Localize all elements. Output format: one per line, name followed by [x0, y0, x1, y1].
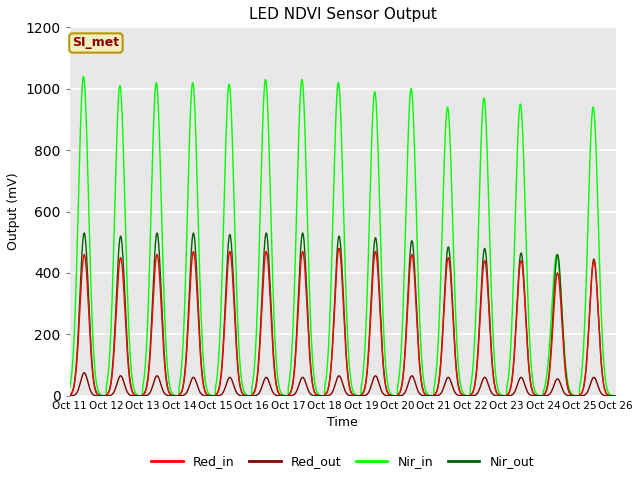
Red_out: [348, 393, 356, 398]
Red_out: [237, 393, 244, 398]
Red_in: [66, 392, 74, 398]
Red_out: [573, 393, 580, 398]
Nir_in: [152, 84, 159, 90]
Nir_out: [81, 230, 88, 236]
Red_in: [151, 264, 159, 270]
Red_in: [335, 246, 343, 252]
Red_out: [575, 393, 583, 398]
Red_in: [573, 393, 580, 398]
Nir_in: [575, 393, 583, 398]
Nir_in: [573, 393, 580, 398]
Nir_in: [80, 73, 88, 79]
Nir_out: [348, 391, 356, 397]
Title: LED NDVI Sensor Output: LED NDVI Sensor Output: [249, 7, 436, 22]
Red_out: [152, 375, 159, 381]
Nir_in: [237, 369, 244, 375]
Red_in: [575, 393, 583, 398]
Red_out: [81, 370, 88, 376]
Line: Nir_in: Nir_in: [70, 76, 616, 396]
Red_out: [66, 393, 74, 398]
Y-axis label: Output (mV): Output (mV): [7, 173, 20, 251]
Red_in: [243, 393, 251, 398]
Line: Red_in: Red_in: [70, 249, 616, 396]
Line: Nir_out: Nir_out: [70, 233, 616, 396]
Nir_out: [210, 393, 218, 398]
Legend: Red_in, Red_out, Nir_in, Nir_out: Red_in, Red_out, Nir_in, Nir_out: [147, 450, 539, 473]
Nir_out: [66, 392, 74, 398]
Nir_in: [243, 392, 251, 398]
Line: Red_out: Red_out: [70, 373, 616, 396]
X-axis label: Time: Time: [327, 416, 358, 429]
Red_in: [209, 393, 217, 398]
Red_in: [237, 385, 244, 391]
Nir_in: [66, 385, 74, 391]
Red_out: [210, 393, 218, 398]
Nir_out: [152, 241, 159, 247]
Nir_in: [612, 393, 620, 398]
Red_out: [612, 393, 620, 398]
Text: SI_met: SI_met: [72, 36, 120, 49]
Nir_out: [573, 393, 580, 398]
Nir_out: [243, 393, 251, 398]
Nir_in: [210, 393, 218, 398]
Red_out: [243, 393, 251, 398]
Nir_out: [237, 385, 244, 391]
Red_in: [612, 393, 620, 398]
Red_in: [348, 391, 356, 397]
Nir_out: [612, 393, 620, 398]
Nir_in: [348, 385, 356, 391]
